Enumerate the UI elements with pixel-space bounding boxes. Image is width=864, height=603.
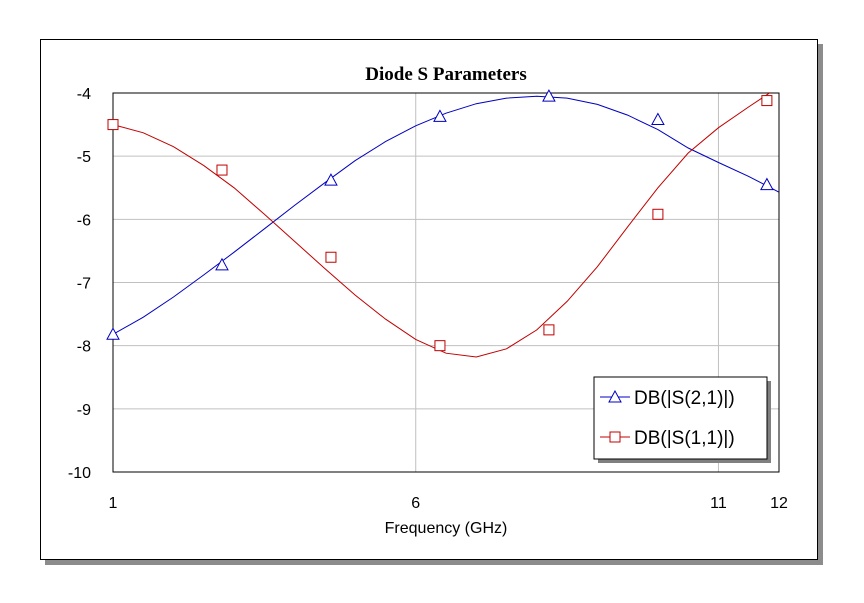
data-point-marker [761,95,773,107]
data-point-marker [325,251,337,263]
y-tick-label: -8 [77,339,91,356]
data-point-marker [107,119,119,131]
series-group [106,89,779,358]
series-2 [107,93,773,358]
series-1 [106,89,779,340]
data-point-marker [434,340,446,352]
x-tick-label: 12 [770,495,788,512]
data-point-marker [324,173,338,186]
data-point-marker [652,208,664,220]
y-tick-label: -6 [77,212,91,229]
data-point-marker [543,324,555,336]
data-point-marker [216,164,228,176]
data-point-marker [433,109,447,122]
data-point-marker [215,257,229,271]
triangle-marker-icon [608,389,622,403]
x-tick-label: 6 [411,495,420,512]
y-tick-label: -10 [68,465,91,482]
data-point-marker [651,112,665,126]
plot-border [112,92,780,473]
data-point-marker [542,89,556,102]
y-tick-label: -4 [77,86,91,103]
legend-box [593,376,768,460]
data-point-marker [760,177,774,191]
x-tick-label: 11 [710,495,727,512]
y-tick-label: -5 [77,149,91,166]
series-line [113,95,779,335]
y-tick-label: -9 [77,402,91,419]
tick-labels: -4 -5 -6 -7 -8 -9 -10 1 6 11 12 [68,86,788,512]
legend-label: DB(|S(1,1)|) [634,428,735,449]
x-axis-title: Frequency (GHz) [385,520,508,537]
x-tick-label: 1 [109,495,118,512]
chart-title: Diode S Parameters [365,64,526,85]
y-tick-label: -7 [77,276,91,293]
square-marker-icon [609,431,621,443]
data-point-marker [106,327,120,340]
legend: DB(|S(2,1)|) DB(|S(1,1)|) [593,376,771,463]
series-line [113,93,771,358]
legend-label: DB(|S(2,1)|) [634,388,735,409]
